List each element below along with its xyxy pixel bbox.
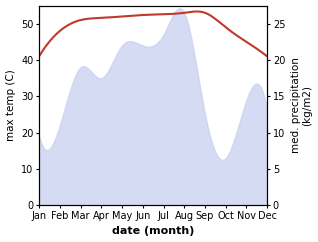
X-axis label: date (month): date (month) bbox=[112, 227, 194, 236]
Y-axis label: max temp (C): max temp (C) bbox=[5, 69, 16, 141]
Y-axis label: med. precipitation
(kg/m2): med. precipitation (kg/m2) bbox=[291, 58, 313, 153]
